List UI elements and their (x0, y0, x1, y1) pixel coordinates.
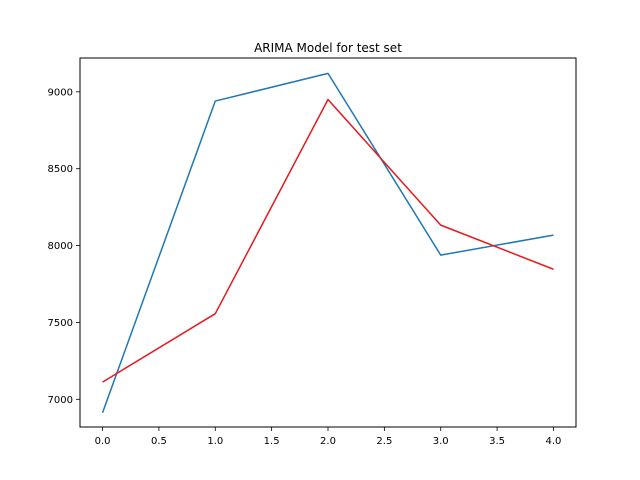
x-tick-label: 3.5 (489, 436, 505, 447)
series-layer (101, 72, 554, 413)
x-tick-label: 0.5 (151, 436, 167, 447)
x-tick-label: 2.5 (376, 436, 392, 447)
y-tick-label: 9000 (48, 87, 73, 98)
y-tick-label: 7500 (48, 318, 73, 329)
x-axis: 0.0 0.5 1.0 1.5 2.0 2.5 3.0 3.5 4.0 (95, 427, 562, 447)
x-tick-label: 1.5 (264, 436, 280, 447)
series-line-1 (101, 72, 554, 413)
y-tick-label: 8000 (48, 241, 73, 252)
series-line-2 (102, 98, 554, 383)
x-tick-label: 1.0 (207, 436, 223, 447)
x-tick-label: 0.0 (95, 436, 111, 447)
x-tick-label: 4.0 (546, 436, 562, 447)
plot-frame (79, 57, 577, 428)
x-tick-label: 3.0 (433, 436, 449, 447)
x-tick-label: 2.0 (320, 436, 336, 447)
y-tick-label: 7000 (48, 395, 73, 406)
y-tick-label: 8500 (48, 164, 73, 175)
chart-title: ARIMA Model for test set (254, 41, 402, 55)
y-axis: 7000 7500 8000 8500 9000 (48, 87, 80, 406)
